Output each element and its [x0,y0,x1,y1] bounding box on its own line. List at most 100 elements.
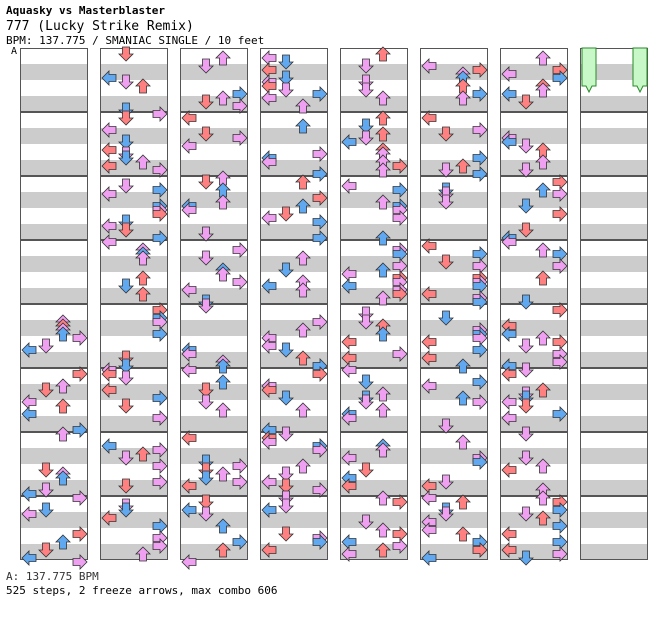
right-arrow [392,494,408,510]
measure-box [260,112,328,176]
beat-stripe [100,272,168,288]
down-arrow [438,254,454,270]
beat-stripe [500,208,568,224]
down-arrow [118,150,134,166]
up-arrow [455,90,471,106]
chart-column [100,46,168,562]
beat-stripe [500,416,568,432]
measure-box [340,432,408,496]
beat-stripe [340,240,408,256]
step-stats: 525 steps, 2 freeze arrows, max combo 60… [6,584,278,597]
up-arrow [135,78,151,94]
measure-box [420,240,488,304]
beat-stripe [500,288,568,304]
beat-stripe [260,448,328,464]
beat-stripe [180,512,248,528]
measure-box [20,304,88,368]
down-arrow [118,74,134,90]
up-arrow [135,286,151,302]
right-arrow [392,158,408,174]
beat-stripe [420,192,488,208]
up-arrow [135,250,151,266]
beat-stripe [340,512,408,528]
beat-stripe [500,240,568,256]
beat-stripe [420,128,488,144]
up-arrow [135,154,151,170]
up-arrow [295,174,311,190]
right-arrow [312,190,328,206]
right-arrow [152,390,168,406]
left-arrow [421,238,437,254]
beat-stripe [420,144,488,160]
right-arrow [552,186,568,202]
beat-stripe [180,208,248,224]
right-arrow [552,206,568,222]
up-arrow [295,118,311,134]
down-arrow [38,382,54,398]
beat-stripe [340,176,408,192]
down-arrow [198,94,214,110]
beat-stripe [580,256,648,272]
beat-stripe [20,416,88,432]
up-arrow [375,230,391,246]
left-arrow [501,326,517,342]
down-arrow [358,118,374,134]
beat-stripe [100,336,168,352]
left-arrow [341,546,357,562]
measure-box [180,48,248,112]
measure-box [100,368,168,432]
measure-box [500,48,568,112]
measure-box [100,176,168,240]
left-arrow [421,378,437,394]
measure-box [180,432,248,496]
beat-stripe [580,48,648,64]
down-arrow [518,138,534,154]
left-arrow [101,142,117,158]
beat-stripe [100,384,168,400]
left-arrow [501,134,517,150]
right-arrow [312,534,328,550]
down-arrow [198,58,214,74]
beat-stripe [420,464,488,480]
measure-box [500,368,568,432]
beat-stripe [180,240,248,256]
beat-stripe [20,288,88,304]
beat-stripe [260,112,328,128]
right-arrow [312,166,328,182]
right-arrow [152,410,168,426]
left-arrow [261,338,277,354]
beat-stripe [500,464,568,480]
measure-box [100,240,168,304]
measure-box [340,48,408,112]
right-arrow [472,374,488,390]
down-arrow [438,474,454,490]
beat-stripe [580,480,648,496]
up-arrow [215,518,231,534]
down-arrow [518,162,534,178]
down-arrow [198,382,214,398]
beat-stripe [260,144,328,160]
down-arrow [358,462,374,478]
measure-box [420,496,488,560]
beat-stripe [20,80,88,96]
beat-stripe [260,272,328,288]
beat-stripe [340,352,408,368]
beat-stripe [340,496,408,512]
up-arrow [55,426,71,442]
beat-stripe [260,320,328,336]
up-arrow [375,402,391,418]
beat-stripe [500,320,568,336]
left-arrow [181,362,197,378]
beat-stripe [100,480,168,496]
beat-stripe [340,64,408,80]
measure-box [340,496,408,560]
beat-stripe [580,528,648,544]
down-arrow [518,426,534,442]
up-arrow [215,358,231,374]
beat-stripe [180,96,248,112]
beat-stripe [260,544,328,560]
down-arrow [118,46,134,62]
beat-stripe [420,224,488,240]
measure-box [500,304,568,368]
chart-column [420,48,488,566]
